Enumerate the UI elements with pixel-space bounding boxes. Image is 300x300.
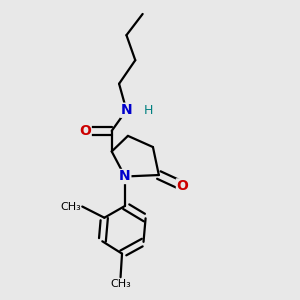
Text: O: O — [176, 179, 188, 193]
Text: O: O — [79, 124, 91, 138]
Text: CH₃: CH₃ — [60, 202, 81, 212]
Text: H: H — [144, 104, 153, 117]
Text: N: N — [121, 103, 132, 117]
Text: N: N — [119, 169, 131, 184]
Text: CH₃: CH₃ — [110, 279, 131, 289]
